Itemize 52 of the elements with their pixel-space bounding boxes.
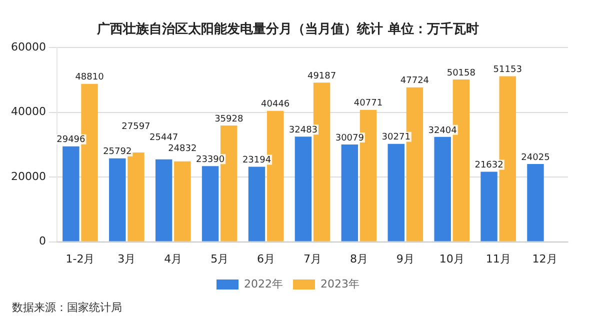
data-label: 49187 xyxy=(307,71,336,82)
data-label: 25792 xyxy=(103,147,132,158)
bar xyxy=(174,161,191,242)
bar xyxy=(388,144,404,242)
y-tick-label: 60000 xyxy=(10,40,46,54)
bar xyxy=(202,166,219,242)
data-label: 40771 xyxy=(354,98,383,109)
data-label: 32404 xyxy=(428,126,458,136)
bar xyxy=(434,136,451,242)
legend-label: 2022年 xyxy=(244,277,284,290)
data-label: 35928 xyxy=(214,114,244,124)
x-tick-label: 5月 xyxy=(210,252,229,266)
data-label: 24832 xyxy=(168,144,197,154)
bar xyxy=(109,158,126,242)
x-tick-label: 9月 xyxy=(396,252,414,266)
x-tick-label: 11月 xyxy=(486,252,511,266)
data-label: 50158 xyxy=(446,68,476,78)
x-tick-label: 4月 xyxy=(164,252,182,266)
bar xyxy=(480,172,498,242)
x-tick-label: 8月 xyxy=(350,252,368,266)
bar xyxy=(62,146,80,242)
bar xyxy=(294,136,312,242)
data-label: 30271 xyxy=(382,132,410,143)
bar xyxy=(527,164,544,242)
data-label: 40446 xyxy=(261,100,290,110)
data-label: 27597 xyxy=(122,122,150,132)
y-tick-label: 40000 xyxy=(10,105,46,118)
data-label: 51153 xyxy=(493,65,522,76)
data-label: 32483 xyxy=(288,126,318,136)
bar xyxy=(155,159,172,242)
x-tick-label: 12月 xyxy=(532,252,558,266)
source-note: 数据来源：国家统计局 xyxy=(12,300,123,315)
bar xyxy=(248,166,266,242)
data-label: 29496 xyxy=(56,135,86,146)
data-label: 30079 xyxy=(335,133,364,144)
chart-title: 广西壮族自治区太阳能发电量分月（当月值）统计 单位：万千瓦时 xyxy=(96,21,479,38)
data-label: 23390 xyxy=(196,154,225,165)
x-tick-label: 3月 xyxy=(118,252,136,266)
legend-label: 2023年 xyxy=(320,277,360,290)
x-tick-label: 7月 xyxy=(303,252,322,266)
data-label: 21632 xyxy=(474,160,504,171)
data-label: 25447 xyxy=(150,132,178,143)
data-label: 48810 xyxy=(75,72,104,83)
data-label: 23194 xyxy=(242,156,272,166)
y-tick-label: 0 xyxy=(38,234,46,248)
y-tick-label: 20000 xyxy=(10,170,46,183)
bar xyxy=(341,144,358,242)
x-tick-label: 10月 xyxy=(439,252,464,266)
x-tick-label: 6月 xyxy=(257,252,276,266)
data-label: 24025 xyxy=(521,152,550,163)
x-tick-label: 1-2月 xyxy=(66,252,95,266)
data-label: 47724 xyxy=(400,76,430,86)
